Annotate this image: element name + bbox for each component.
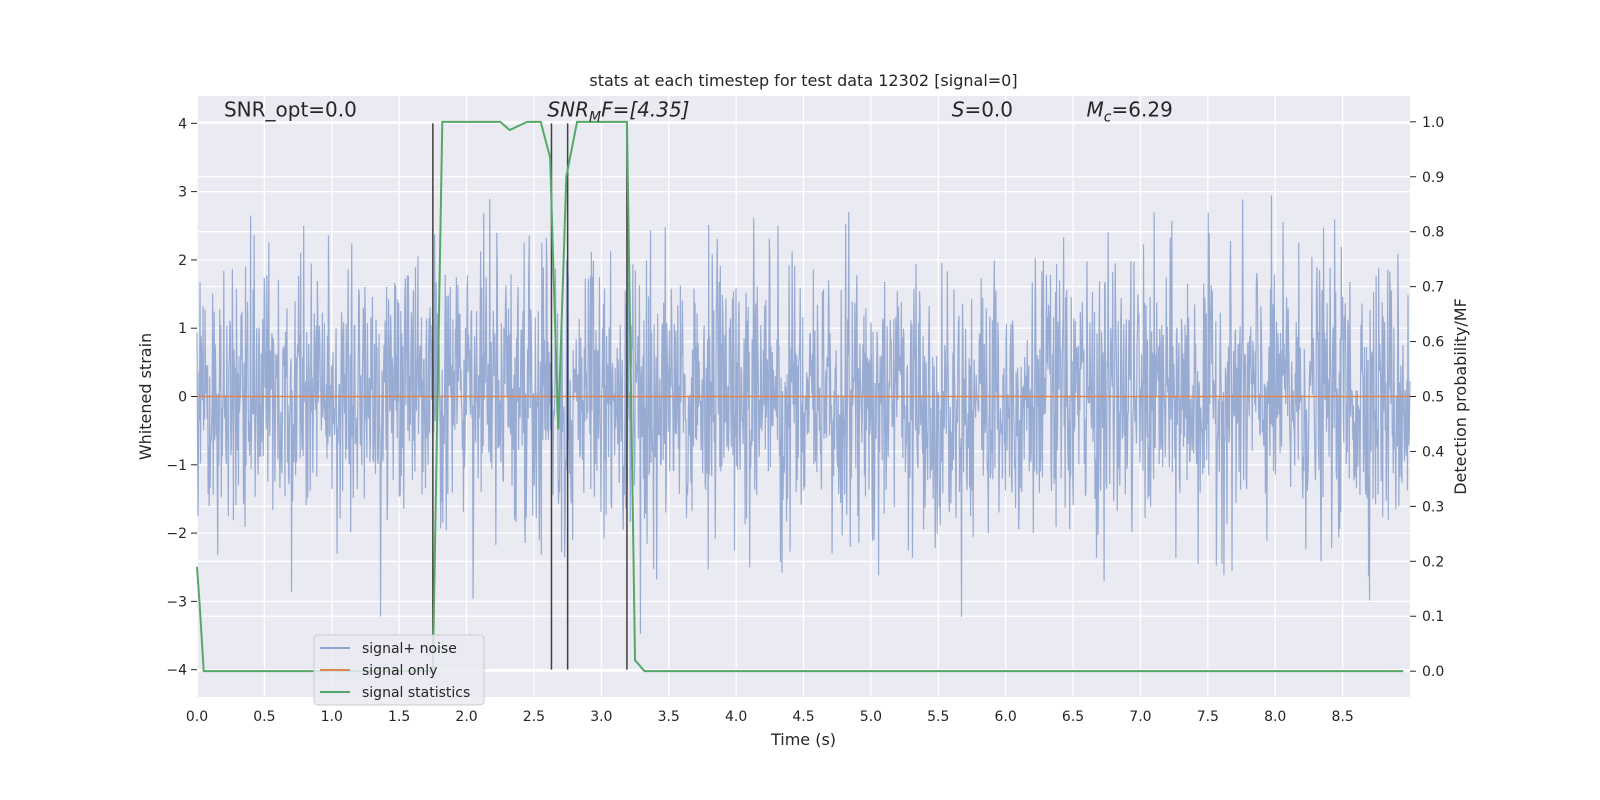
annotation-text: S=0.0 <box>952 97 1013 121</box>
legend-label-signal-statistics: signal statistics <box>362 685 470 701</box>
y2-tick-label: 0.3 <box>1422 499 1444 515</box>
x-tick-label: 2.0 <box>455 709 477 725</box>
y2-tick-label: 0.4 <box>1422 444 1444 460</box>
series-signal-noise <box>196 195 1411 634</box>
x-tick-label: 7.5 <box>1197 709 1219 725</box>
x-axis-label: Time (s) <box>770 730 836 749</box>
x-tick-label: 4.0 <box>725 709 747 725</box>
annotation-text: SNRMF=[4.35] <box>547 97 689 125</box>
y2-tick-label: 1.0 <box>1422 115 1444 131</box>
x-tick-label: 3.5 <box>658 709 680 725</box>
y2-tick-label: 0.9 <box>1422 170 1444 186</box>
x-tick-label: 1.0 <box>321 709 343 725</box>
y2-tick-label: 0.0 <box>1422 664 1444 680</box>
x-tick-label: 3.0 <box>590 709 612 725</box>
y-axis-label: Whitened strain <box>136 333 155 460</box>
y-tick-label: −1 <box>166 458 187 474</box>
x-tick-label: 5.5 <box>927 709 949 725</box>
y2-tick-label: 0.8 <box>1422 225 1444 241</box>
x-tick-label: 6.0 <box>995 709 1017 725</box>
annotations: SNR_opt=0.0 SNRMF=[4.35] S=0.0 Mc=6.29 <box>224 97 1173 125</box>
y-tick-label: 2 <box>178 253 187 269</box>
y-tick-label: −4 <box>166 663 187 679</box>
signal-statistics-line <box>196 120 1404 673</box>
chart-title: stats at each timestep for test data 123… <box>589 71 1017 90</box>
x-tick-label: 8.5 <box>1331 709 1353 725</box>
legend-label-signal-only: signal only <box>362 663 437 679</box>
y2-tick-label: 0.6 <box>1422 335 1444 351</box>
annotation-text: SNR_opt=0.0 <box>224 97 357 121</box>
y-tick-label: −2 <box>166 526 187 542</box>
vertical-markers <box>432 123 628 670</box>
y2-tick-label: 0.5 <box>1422 390 1444 406</box>
y2-tick-label: 0.1 <box>1422 609 1444 625</box>
legend-box <box>313 634 485 706</box>
x-tick-label: 8.0 <box>1264 709 1286 725</box>
x-tick-label: 5.0 <box>860 709 882 725</box>
y2-tick-label: 0.2 <box>1422 554 1444 570</box>
x-tick-label: 0.0 <box>186 709 208 725</box>
y-tick-label: 3 <box>178 185 187 201</box>
legend-label-signal-noise: signal+ noise <box>362 641 457 657</box>
signal-noise-line <box>196 195 1411 634</box>
y-tick-label: −3 <box>166 594 187 610</box>
ticks: 0.0 0.5 1.0 1.5 2.0 2.5 3.0 3.5 4.0 4.5 5.0 5.5 6.0 6… <box>166 115 1444 725</box>
y2-axis-label: Detection probability/MF <box>1451 298 1470 495</box>
y2-tick-label: 0.7 <box>1422 280 1444 296</box>
x-tick-label: 4.5 <box>792 709 814 725</box>
y-tick-label: 4 <box>178 116 187 132</box>
x-tick-label: 1.5 <box>388 709 410 725</box>
series-signal-statistics <box>196 120 1404 673</box>
legend: signal+ noise signal only signal statist… <box>313 634 485 706</box>
x-tick-label: 2.5 <box>523 709 545 725</box>
annotation-text: Mc=6.29 <box>1087 97 1173 125</box>
x-tick-label: 0.5 <box>253 709 275 725</box>
y-tick-label: 0 <box>178 390 187 406</box>
x-tick-label: 7.0 <box>1129 709 1151 725</box>
x-tick-label: 6.5 <box>1062 709 1084 725</box>
y-tick-label: 1 <box>178 321 187 337</box>
